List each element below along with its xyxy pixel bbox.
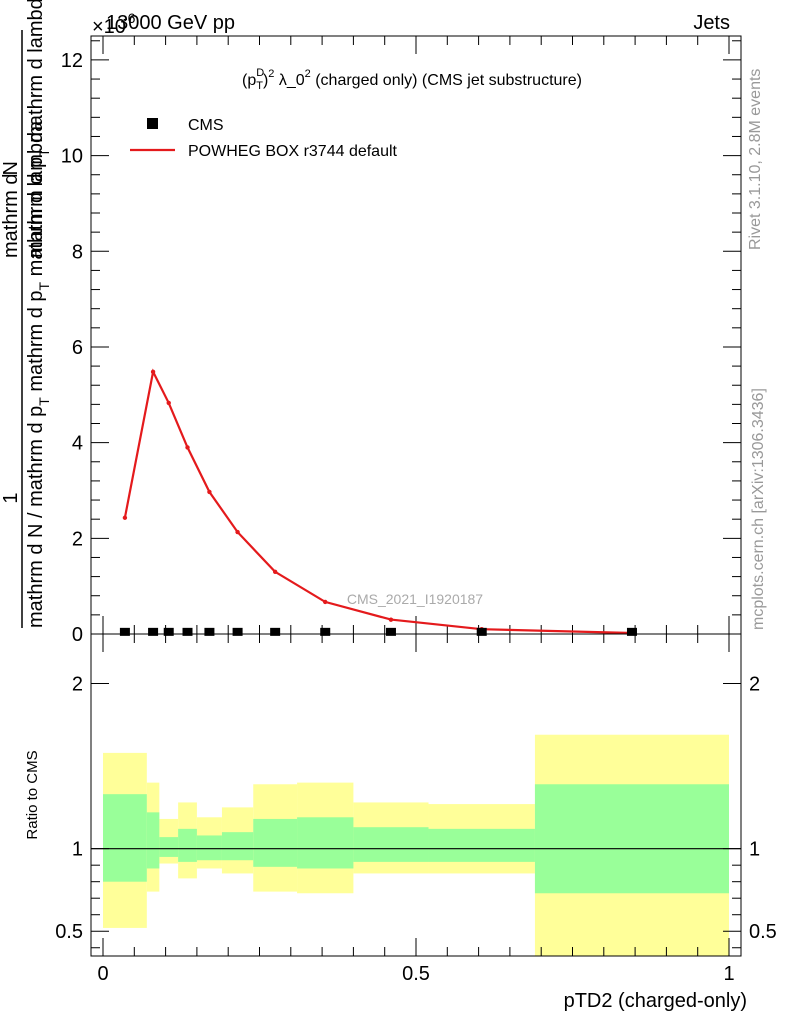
ratio-band-inner [353,827,429,862]
cms-point [232,627,243,636]
mcplots-label: mcplots.cern.ch [arXiv:1306.3436] [750,388,767,630]
ratio-ylabel: Ratio to CMS [24,750,41,839]
cms-point [270,627,281,636]
ylabel-left-numerator: 1 [0,492,22,503]
ratio-band-inner [253,818,298,867]
cms-point [148,627,159,636]
powheg-point [207,489,212,495]
cms-point [119,627,130,636]
cms-point [476,627,487,636]
cms-point [320,627,331,636]
ylabel-right-fraction: mathrm dN mathrm d pT mathrm d lambda [0,0,52,258]
exponent-label: ×10 -6 [92,10,136,38]
ratio-bands [103,734,729,956]
analysis-watermark: CMS_2021_I1920187 [347,591,483,607]
ratio-band-inner [534,784,729,894]
powheg-point [235,529,240,535]
ratio-plot: 0.5 0.51 12 2 0 0.5 1 Ratio to CMS pTD2 (char… [24,633,777,1012]
main-ylabel: 1 mathrm d N / mathrm d pT mathrm d pT m… [0,30,52,628]
ratio-y-ticks: 0.5 0.5 1 1 2 2 [55,674,777,949]
cms-point [163,627,174,636]
chart-title: (pD T)2 λ_02 (charged only) (CMS jet subs… [242,67,582,92]
legend-powheg-label: POWHEG BOX r3744 default [188,143,398,160]
powheg-point [323,599,328,605]
main-y-ticks: 0 2 4 6 8 10 12 [61,40,741,646]
ratio-xtick-label: 1 [723,963,734,985]
main-ytick-label: 0 [72,624,83,646]
series-powheg [122,368,635,636]
main-ytick-label: 8 [72,241,83,263]
ratio-ytick-label: 2 [72,674,83,696]
ylabel-right-denominator: mathrm d pT mathrm d lambda [25,0,52,258]
main-ytick-label: 2 [72,528,83,550]
ratio-ytick-label: 0.5 [55,921,83,943]
ratio-xtick-label: 0 [97,963,108,985]
series-cms [119,627,637,636]
ratio-ytick-label: 1 [72,839,83,861]
ratio-ytick-label-right: 0.5 [749,921,777,943]
main-ytick-label: 12 [61,50,83,72]
cms-point [626,627,637,636]
main-x-ticks [102,36,730,634]
ratio-x-ticks: 0 0.5 1 [97,634,735,985]
ratio-ytick-label-right: 1 [749,839,760,861]
powheg-point [388,617,394,622]
powheg-point [166,400,171,406]
powheg-point [150,369,156,375]
header-left: 13000 GeV pp [106,12,235,34]
main-ytick-label: 4 [72,433,83,455]
ratio-ytick-label-right: 2 [749,674,760,696]
ratio-band-inner [178,828,197,862]
ratio-band-inner [428,828,535,862]
ratio-band-inner [221,832,254,861]
ratio-band-inner [196,835,222,861]
exponent-power: -6 [123,10,136,26]
legend-cms-marker [147,118,158,129]
ylabel-right-numerator: mathrm dN [0,161,22,258]
ylabel-left-denominator: mathrm d N / mathrm d pT mathrm d pT mat… [25,120,52,628]
main-plot: 0 2 4 6 8 10 12 CMS_2021_I1920187 CMS POWHEG B… [61,35,742,646]
main-ytick-label: 10 [61,146,83,168]
ratio-xtick-label: 0.5 [402,963,430,985]
powheg-point [122,515,128,520]
cms-point [204,627,215,636]
powheg-point [272,569,278,575]
ratio-band-inner [159,837,179,857]
ratio-band-inner [297,817,354,869]
cms-point [385,627,396,636]
legend-cms-label: CMS [188,117,224,134]
exponent-base: ×10 [92,16,126,38]
ratio-band-inner [103,794,147,882]
x-axis-label: pTD2 (charged-only) [564,990,747,1012]
powheg-point [185,445,190,450]
rivet-label: Rivet 3.1.10, 2.8M events [747,69,764,250]
header-right: Jets [693,12,730,34]
cms-point [182,627,193,636]
ratio-band-inner [146,812,160,869]
legend: CMS POWHEG BOX r3744 default [130,117,398,160]
main-ytick-label: 6 [72,337,83,359]
